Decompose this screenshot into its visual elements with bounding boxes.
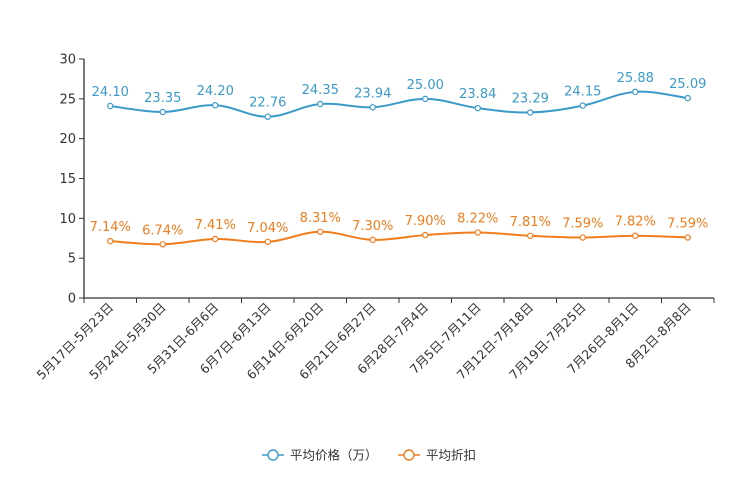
data-point	[684, 94, 691, 102]
data-label: 25.00	[407, 78, 444, 93]
y-tick-label: 5	[68, 252, 76, 267]
data-label: 7.41%	[195, 218, 236, 233]
data-point	[422, 95, 429, 103]
data-point	[159, 241, 166, 248]
data-label: 23.84	[459, 87, 496, 102]
y-tick-label: 0	[68, 292, 76, 307]
data-label: 8.22%	[457, 212, 498, 227]
data-point	[107, 237, 114, 245]
data-label: 24.20	[197, 84, 234, 99]
data-label: 24.15	[564, 85, 601, 100]
legend-swatch-marker	[403, 449, 415, 461]
data-point	[369, 104, 376, 111]
data-label: 25.88	[617, 71, 654, 86]
data-label: 7.90%	[405, 214, 446, 229]
legend-label: 平均价格（万）	[290, 448, 378, 463]
data-point	[264, 113, 271, 120]
legend-swatch-marker	[267, 449, 279, 461]
data-label: 7.59%	[667, 217, 708, 232]
data-point	[317, 228, 324, 235]
series-line-discount	[110, 230, 688, 246]
data-label: 8.31%	[300, 211, 341, 226]
data-label: 23.94	[354, 86, 391, 101]
data-point	[212, 235, 219, 243]
data-label: 7.82%	[615, 215, 656, 230]
data-label: 7.81%	[510, 215, 551, 230]
y-tick-label: 15	[59, 172, 76, 187]
data-label: 7.14%	[90, 220, 131, 235]
data-point	[474, 104, 481, 112]
data-label: 23.29	[512, 91, 549, 106]
data-point	[212, 102, 219, 109]
data-point	[632, 232, 639, 239]
data-point	[474, 229, 481, 236]
data-point	[264, 238, 271, 246]
data-label: 24.35	[302, 83, 339, 98]
y-tick-label: 10	[59, 212, 76, 227]
data-label: 25.09	[669, 77, 706, 92]
data-point	[579, 234, 586, 241]
data-label: 7.30%	[352, 219, 393, 234]
data-label: 7.04%	[247, 221, 288, 236]
y-tick-label: 25	[59, 92, 76, 107]
data-point	[579, 102, 586, 109]
data-label: 7.59%	[562, 217, 603, 232]
data-point	[317, 100, 324, 108]
data-point	[159, 108, 166, 116]
data-point	[369, 236, 376, 244]
y-tick-label: 20	[59, 132, 76, 147]
data-point	[107, 102, 114, 110]
data-label: 23.35	[144, 91, 181, 106]
data-point	[422, 231, 429, 239]
y-tick-label: 30	[59, 53, 76, 68]
data-point	[527, 109, 534, 116]
data-point	[527, 232, 534, 239]
data-label: 24.10	[92, 85, 129, 100]
legend-label: 平均折扣	[426, 448, 476, 463]
data-label: 22.76	[249, 96, 286, 111]
series-line-price	[110, 90, 688, 118]
data-point	[632, 88, 639, 96]
data-label: 6.74%	[142, 223, 183, 238]
data-point	[684, 234, 691, 241]
